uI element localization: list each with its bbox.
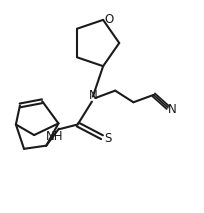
Text: NH: NH — [46, 130, 63, 143]
Text: N: N — [168, 103, 177, 116]
Text: S: S — [104, 132, 111, 145]
Text: O: O — [104, 13, 113, 26]
Text: N: N — [89, 89, 97, 102]
